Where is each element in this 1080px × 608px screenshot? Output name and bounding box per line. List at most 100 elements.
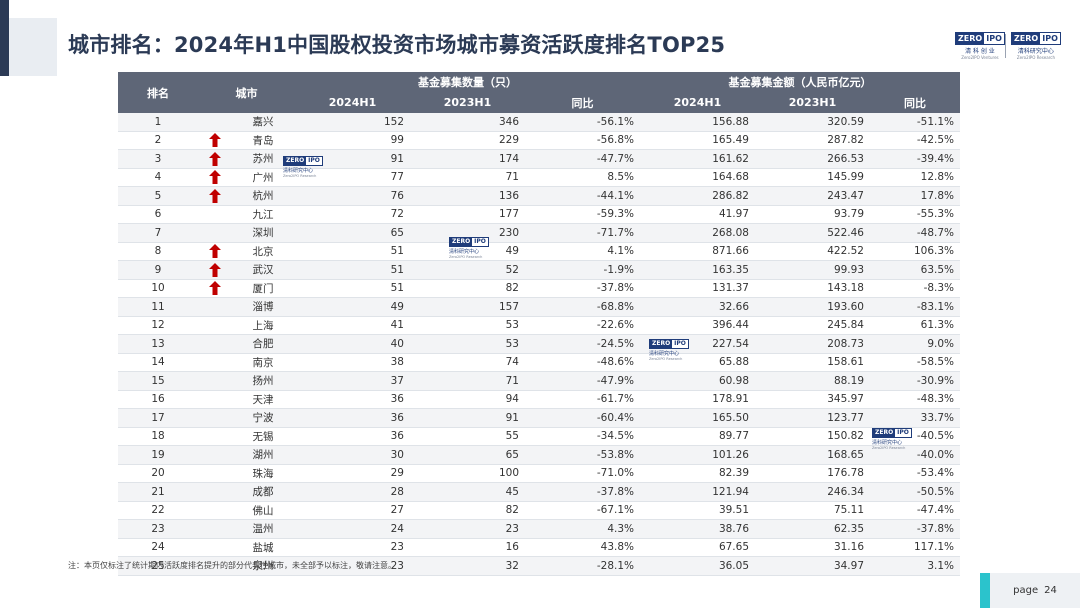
amount-2024h1-cell: 165.49 (640, 131, 755, 150)
table-row: 7 深圳 65 230 -71.7% 268.08 522.46 -48.7% (118, 223, 961, 243)
rank-cell: 2 (118, 131, 198, 150)
count-2023h1-cell: 16 (410, 538, 525, 557)
count-yoy-cell: -56.8% (525, 131, 640, 150)
count-yoy-cell: -56.1% (525, 113, 640, 132)
table-row: 17 宁波 36 91 -60.4% 165.50 123.77 33.7% (118, 408, 961, 428)
amount-2023h1-cell: 99.93 (755, 260, 870, 280)
amount-2024h1-cell: 227.54 (640, 334, 755, 354)
amount-2023h1-cell: 143.18 (755, 279, 870, 298)
amount-2023h1-cell: 62.35 (755, 519, 870, 539)
city-cell: 盐城 (231, 538, 295, 557)
table-row: 10 厦门 51 82 -37.8% 131.37 143.18 -8.3% (118, 279, 961, 298)
amount-2023h1-cell: 208.73 (755, 334, 870, 354)
count-2023h1-cell: 32 (410, 556, 525, 576)
rank-up-cell (198, 482, 231, 502)
ranking-table: 排名 城市 基金募集数量（只） 基金募集金额（人民币亿元） 2024H1 202… (118, 72, 961, 576)
count-2023h1-cell: 49 (410, 242, 525, 261)
count-2024h1-cell: 29 (295, 464, 410, 483)
amount-yoy-cell: -55.3% (870, 205, 961, 224)
rank-cell: 11 (118, 297, 198, 317)
rank-cell: 12 (118, 316, 198, 335)
amount-2024h1-cell: 268.08 (640, 223, 755, 243)
rank-cell: 6 (118, 205, 198, 224)
rank-up-cell (198, 186, 231, 206)
city-cell: 厦门 (231, 279, 295, 298)
rank-cell: 8 (118, 242, 198, 261)
rank-cell: 13 (118, 334, 198, 354)
rank-cell: 18 (118, 427, 198, 446)
rank-up-cell (198, 242, 231, 261)
count-2024h1-cell: 37 (295, 371, 410, 391)
header-count-yoy: 同比 (525, 92, 640, 113)
count-2024h1-cell: 76 (295, 186, 410, 206)
rank-up-cell (198, 131, 231, 150)
count-2023h1-cell: 229 (410, 131, 525, 150)
amount-yoy-cell: -51.1% (870, 113, 961, 132)
table-row: 5 杭州 76 136 -44.1% 286.82 243.47 17.8% (118, 186, 961, 206)
count-yoy-cell: -47.9% (525, 371, 640, 391)
amount-2023h1-cell: 176.78 (755, 464, 870, 483)
count-yoy-cell: -37.8% (525, 482, 640, 502)
count-2023h1-cell: 174 (410, 149, 525, 169)
amount-yoy-cell: -42.5% (870, 131, 961, 150)
rank-cell: 24 (118, 538, 198, 557)
amount-yoy-cell: 17.8% (870, 186, 961, 206)
count-2023h1-cell: 157 (410, 297, 525, 317)
rank-up-arrow-icon (208, 262, 221, 277)
table-row: 18 无锡 36 55 -34.5% 89.77 150.82 -40.5% (118, 427, 961, 446)
page-number: 24 (1044, 585, 1057, 596)
count-2023h1-cell: 55 (410, 427, 525, 446)
rank-up-cell (198, 371, 231, 391)
rank-up-cell (198, 223, 231, 243)
rank-up-cell (198, 390, 231, 409)
count-yoy-cell: -24.5% (525, 334, 640, 354)
count-yoy-cell: -61.7% (525, 390, 640, 409)
amount-yoy-cell: 33.7% (870, 408, 961, 428)
count-2024h1-cell: 28 (295, 482, 410, 502)
footnote: 注：本页仅标注了统计期内活跃度排名提升的部分代表性城市，未全部予以标注，敬请注意… (68, 561, 396, 570)
count-2024h1-cell: 36 (295, 390, 410, 409)
city-cell: 上海 (231, 316, 295, 335)
rank-up-cell (198, 445, 231, 465)
count-yoy-cell: -68.8% (525, 297, 640, 317)
count-2023h1-cell: 82 (410, 279, 525, 298)
count-2024h1-cell: 38 (295, 353, 410, 372)
amount-2024h1-cell: 121.94 (640, 482, 755, 502)
amount-2024h1-cell: 161.62 (640, 149, 755, 169)
count-2024h1-cell: 41 (295, 316, 410, 335)
rank-up-arrow-icon (208, 151, 221, 166)
table-row: 11 淄博 49 157 -68.8% 32.66 193.60 -83.1% (118, 297, 961, 317)
count-yoy-cell: -22.6% (525, 316, 640, 335)
amount-yoy-cell: 117.1% (870, 538, 961, 557)
rank-cell: 20 (118, 464, 198, 483)
city-cell: 成都 (231, 482, 295, 502)
count-2024h1-cell: 24 (295, 519, 410, 539)
city-cell: 青岛 (231, 131, 295, 150)
city-cell: 扬州 (231, 371, 295, 391)
table-row: 24 盐城 23 16 43.8% 67.65 31.16 117.1% (118, 538, 961, 557)
amount-2024h1-cell: 38.76 (640, 519, 755, 539)
table-row: 8 北京 51 49 4.1% 871.66 422.52 106.3% (118, 242, 961, 261)
city-cell: 无锡 (231, 427, 295, 446)
count-2024h1-cell: 27 (295, 501, 410, 520)
table-row: 22 佛山 27 82 -67.1% 39.51 75.11 -47.4% (118, 501, 961, 520)
count-2023h1-cell: 74 (410, 353, 525, 372)
rank-cell: 14 (118, 353, 198, 372)
rank-up-arrow-icon (208, 244, 221, 259)
city-cell: 北京 (231, 242, 295, 261)
count-yoy-cell: -1.9% (525, 260, 640, 280)
amount-2023h1-cell: 320.59 (755, 113, 870, 132)
amount-2023h1-cell: 31.16 (755, 538, 870, 557)
table-row: 12 上海 41 53 -22.6% 396.44 245.84 61.3% (118, 316, 961, 335)
amount-2023h1-cell: 345.97 (755, 390, 870, 409)
count-yoy-cell: -67.1% (525, 501, 640, 520)
count-yoy-cell: 8.5% (525, 168, 640, 187)
rank-up-cell (198, 427, 231, 446)
count-2023h1-cell: 230 (410, 223, 525, 243)
count-yoy-cell: 43.8% (525, 538, 640, 557)
count-2023h1-cell: 82 (410, 501, 525, 520)
count-yoy-cell: -71.7% (525, 223, 640, 243)
amount-yoy-cell: 106.3% (870, 242, 961, 261)
amount-2024h1-cell: 39.51 (640, 501, 755, 520)
amount-2024h1-cell: 165.50 (640, 408, 755, 428)
